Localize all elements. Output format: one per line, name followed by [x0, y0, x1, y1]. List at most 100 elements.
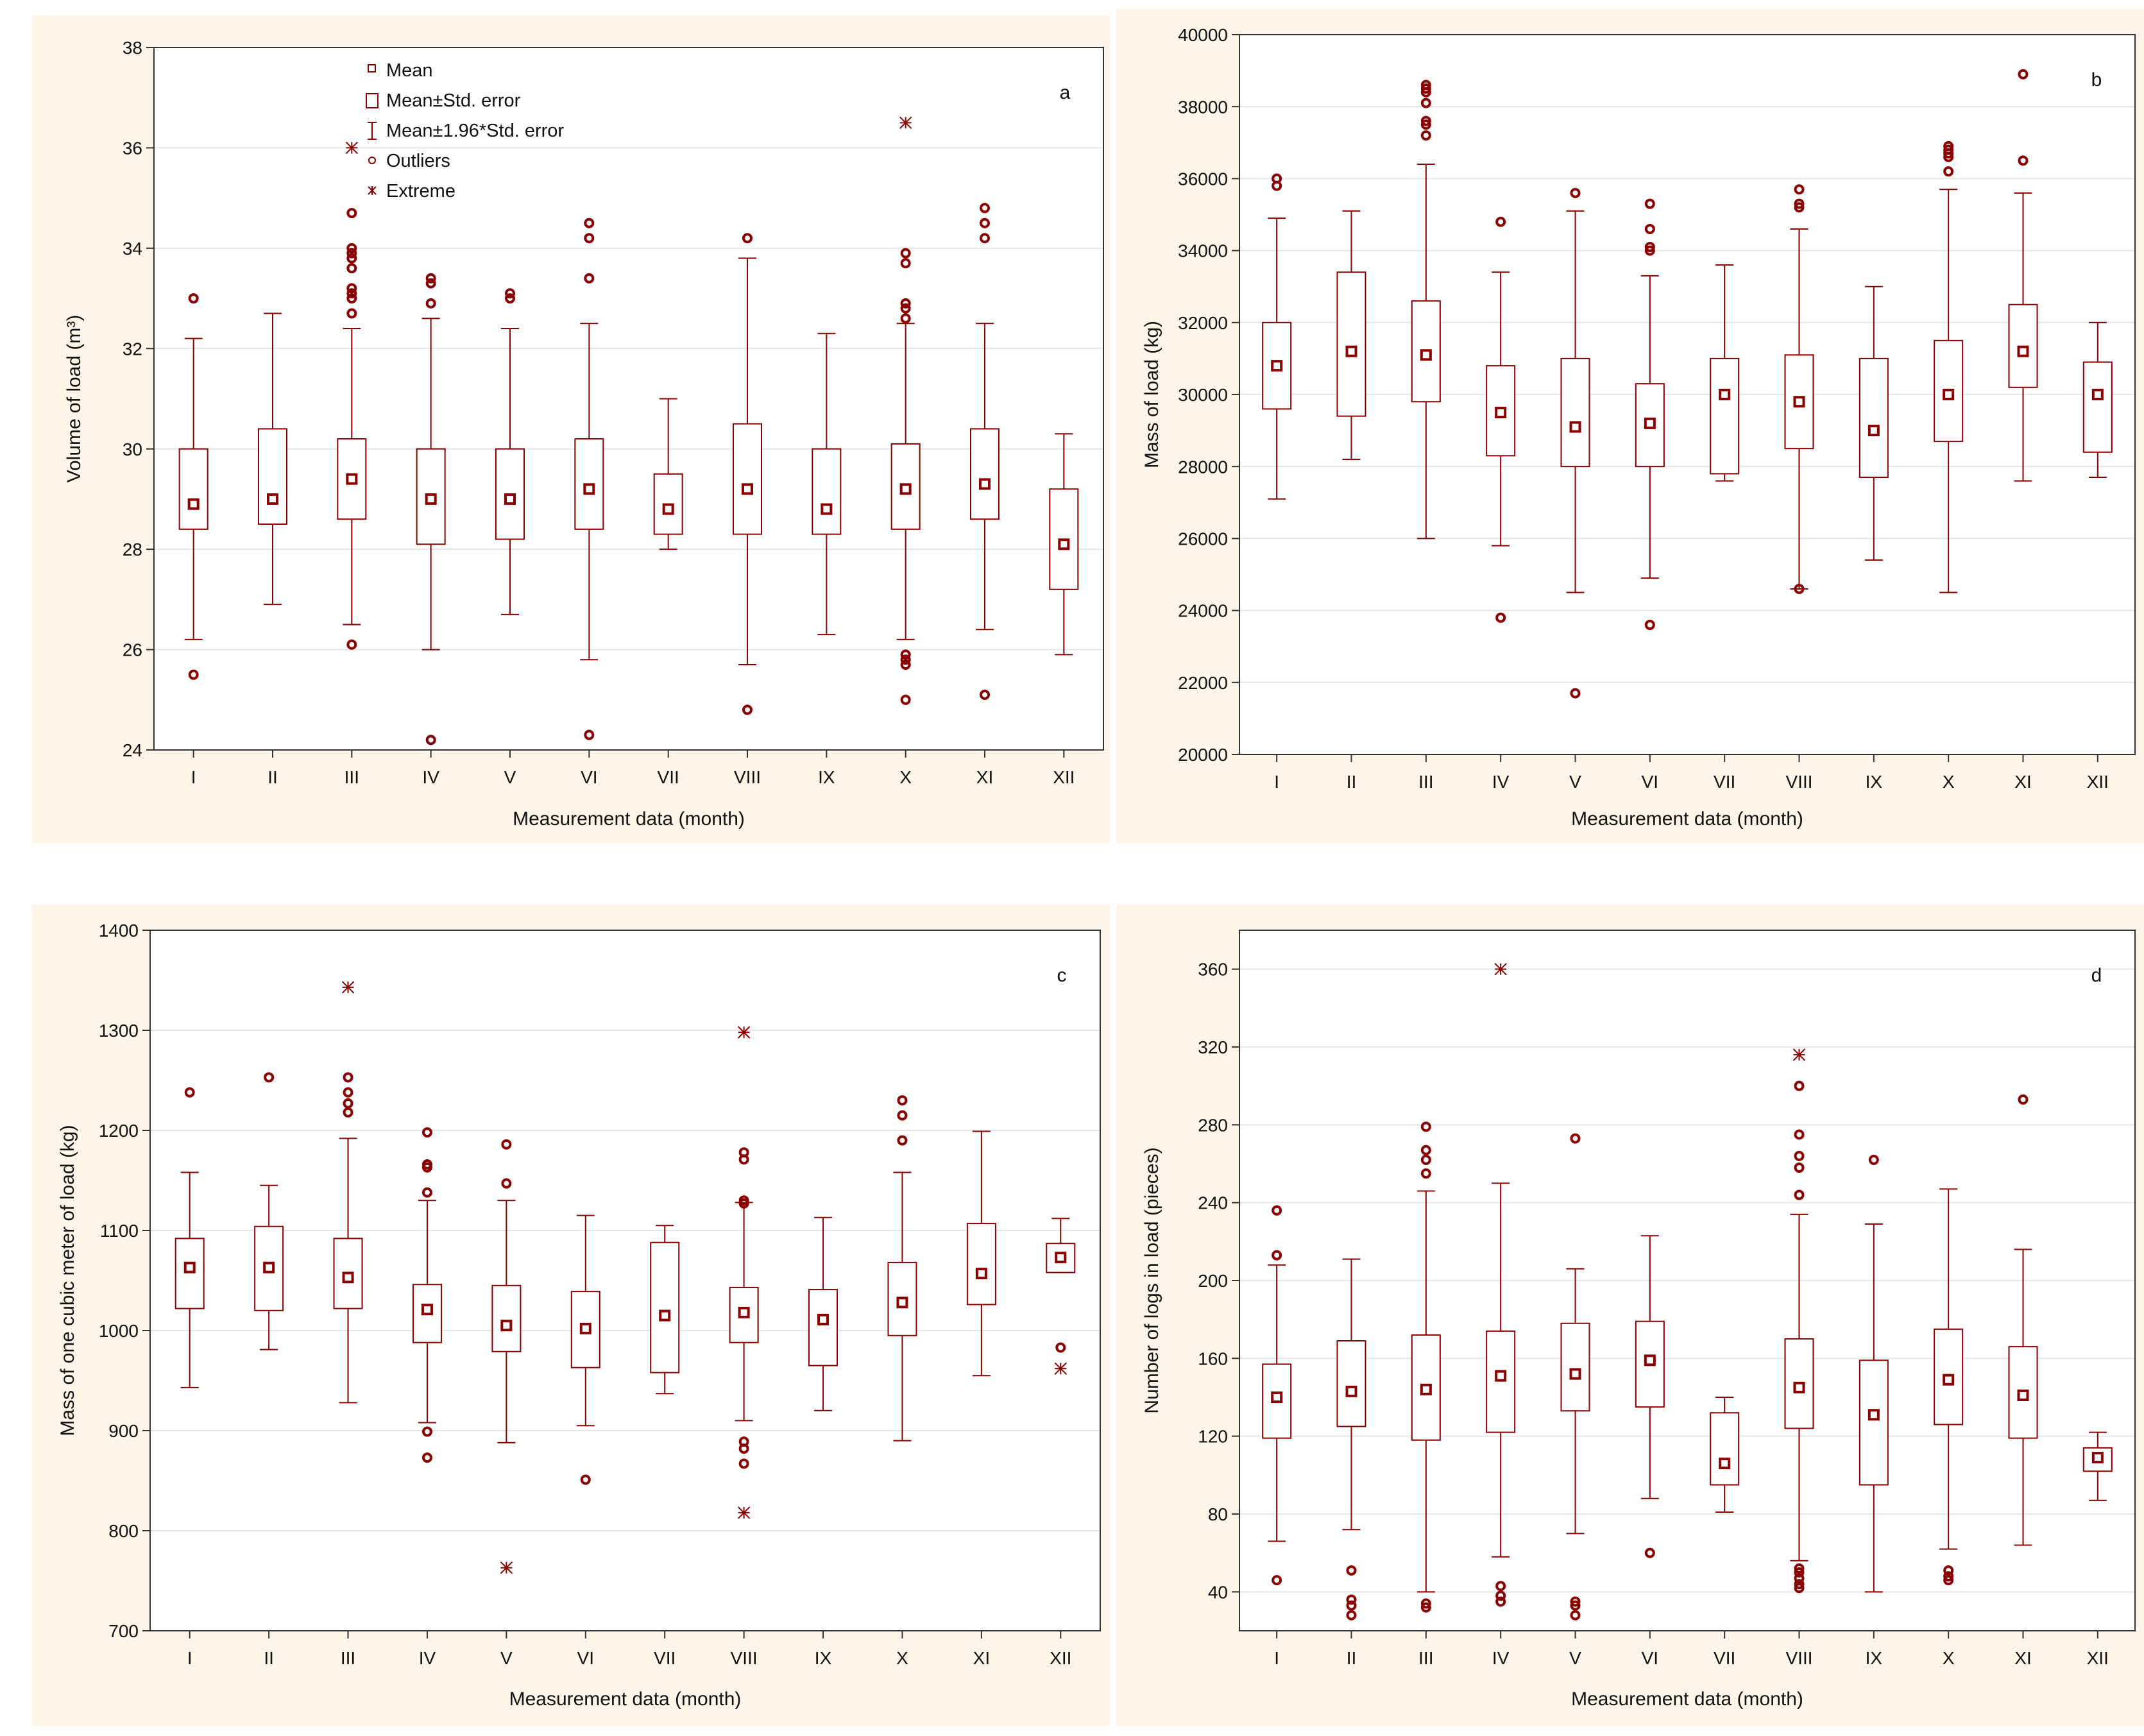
mean-marker [1420, 349, 1432, 361]
outlier-point [1570, 1600, 1581, 1611]
mean-marker [583, 483, 595, 495]
x-tick-label: XII [1050, 1648, 1071, 1668]
x-tick-label: IX [815, 1648, 832, 1668]
mean-marker [1569, 1368, 1581, 1380]
legend-extreme-label: Extreme [386, 181, 455, 201]
outlier-point [1794, 1579, 1805, 1590]
outlier-point [1495, 1581, 1506, 1592]
extreme-point [737, 1026, 751, 1039]
x-tick-label: XII [1053, 767, 1075, 787]
outlier-point [980, 217, 990, 228]
box-group [258, 312, 287, 606]
y-tick-label: 28000 [1178, 457, 1228, 477]
y-tick-label: 36000 [1178, 169, 1228, 189]
x-tick-label: III [345, 767, 359, 787]
outlier-point [1943, 1571, 1954, 1582]
outlier-point [1570, 1596, 1581, 1607]
y-axis-label: Volume of load (m³) [64, 315, 85, 483]
box-group [1336, 210, 1366, 460]
x-tick-label: II [1347, 1648, 1357, 1668]
box-group [1486, 962, 1516, 1607]
extreme-point [1054, 1362, 1067, 1375]
mean-marker [263, 1261, 275, 1273]
x-tick-label: X [896, 1648, 908, 1668]
y-tick-label: 1100 [100, 1221, 139, 1241]
mean-marker [1495, 1370, 1507, 1382]
outlier-point [1495, 216, 1506, 227]
y-tick-label: 1300 [99, 1021, 139, 1041]
outlier-point [1272, 1575, 1282, 1586]
x-tick-label: X [1943, 772, 1955, 792]
x-tick-label: VII [658, 767, 679, 787]
outlier-point [346, 248, 357, 259]
mean-marker [821, 503, 833, 515]
outlier-point [900, 660, 911, 670]
y-tick-label: 1000 [99, 1321, 139, 1341]
outlier-point [346, 288, 357, 299]
y-tick-label: 20000 [1178, 745, 1228, 765]
y-tick-label: 900 [108, 1421, 139, 1441]
outlier-point [1794, 1129, 1805, 1140]
box-group [333, 981, 363, 1404]
outlier-point [980, 689, 990, 700]
y-tick-label: 32 [123, 339, 142, 359]
box-group [733, 233, 762, 715]
outlier-point [1943, 144, 1954, 155]
se-box [1859, 357, 1889, 479]
outlier-point [346, 243, 357, 253]
outlier-point [421, 1187, 432, 1198]
y-tick-label: 38 [123, 38, 142, 58]
box-group [890, 116, 921, 705]
box-group [1486, 216, 1516, 623]
legend-se-icon [366, 93, 379, 108]
mean-marker [659, 1309, 671, 1322]
mean-marker [267, 493, 278, 505]
se-box [491, 1284, 522, 1352]
chart-panel-a: 24 26 28 30 32 34 36 38 I II III IV V VI VII VIII IX X XI X… [32, 15, 1110, 843]
extreme-point [341, 981, 355, 994]
outlier-point [1644, 223, 1655, 234]
se-box [2082, 361, 2113, 453]
outlier-point [501, 1178, 512, 1189]
outlier-point [1272, 173, 1282, 184]
box-group [570, 1214, 600, 1485]
outlier-point [346, 263, 357, 274]
x-tick-label: VIII [731, 1648, 758, 1668]
x-tick-label: III [341, 1648, 355, 1668]
y-tick-label: 320 [1198, 1037, 1228, 1057]
outlier-point [346, 639, 357, 650]
plot-frame [1239, 34, 2136, 755]
y-tick-label: 160 [1198, 1349, 1228, 1368]
x-tick-label: VIII [734, 767, 761, 787]
outlier-point [1570, 187, 1581, 198]
mean-marker [1644, 417, 1656, 429]
outlier-point [897, 1135, 908, 1146]
x-tick-label: II [264, 1648, 274, 1668]
chart-b: 20000 22000 24000 26000 28000 30000 32000 34000… [1141, 25, 2136, 830]
x-tick-label: X [1943, 1648, 1955, 1668]
box-group [812, 332, 842, 636]
x-tick-label: IX [1866, 772, 1883, 792]
x-tick-label: V [1569, 1648, 1581, 1668]
box-group [1046, 1218, 1076, 1375]
box-group [337, 141, 367, 650]
outlier-point [1420, 1145, 1431, 1155]
outlier-point [501, 1139, 512, 1150]
se-box [1710, 357, 1740, 475]
box-group [1710, 264, 1740, 482]
outlier-point [1794, 184, 1805, 195]
outlier-point [1794, 1162, 1805, 1173]
box-group [495, 288, 525, 615]
outlier-point [1794, 1080, 1805, 1091]
se-box [258, 428, 287, 525]
outlier-point [742, 233, 753, 244]
outlier-point [1943, 1565, 1954, 1576]
outlier-point [738, 1147, 749, 1158]
panel-label: c [1057, 965, 1067, 986]
y-tick-label: 40000 [1178, 25, 1228, 45]
x-tick-label: IV [422, 767, 439, 787]
mean-marker [187, 498, 200, 510]
se-box [733, 423, 762, 535]
